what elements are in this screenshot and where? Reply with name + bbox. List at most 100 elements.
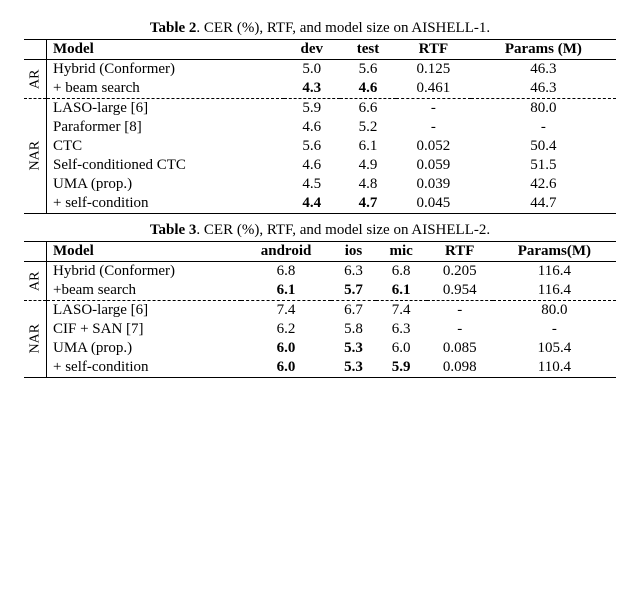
cell-ios: 5.7 — [331, 281, 375, 301]
table-3-caption-text: . CER (%), RTF, and model size on AISHEL… — [196, 222, 490, 238]
cell-ios: 5.3 — [331, 339, 375, 358]
cell-test: 4.7 — [340, 194, 396, 213]
table-row: UMA (prop.) 4.5 4.8 0.039 42.6 — [24, 175, 616, 194]
cell-rtf: 0.205 — [427, 262, 493, 282]
cell-android: 6.0 — [241, 339, 331, 358]
cell-test: 5.2 — [340, 118, 396, 137]
cell-model: +beam search — [47, 281, 241, 301]
cell-params: 42.6 — [471, 175, 616, 194]
table-3-grid: Model android ios mic RTF Params(M) AR H… — [24, 241, 616, 377]
cell-rtf: 0.098 — [427, 358, 493, 377]
cell-android: 7.4 — [241, 301, 331, 321]
table-row: AR Hybrid (Conformer) 6.8 6.3 6.8 0.205 … — [24, 262, 616, 282]
cell-ios: 5.3 — [331, 358, 375, 377]
col-model: Model — [47, 242, 241, 262]
cell-params: 44.7 — [471, 194, 616, 213]
cell-params: - — [493, 320, 616, 339]
table-row: UMA (prop.) 6.0 5.3 6.0 0.085 105.4 — [24, 339, 616, 358]
cell-model: Paraformer [8] — [47, 118, 284, 137]
cell-model: Hybrid (Conformer) — [47, 60, 284, 80]
cell-rtf: 0.085 — [427, 339, 493, 358]
cell-params: 116.4 — [493, 262, 616, 282]
group-label-ar: AR — [24, 60, 47, 99]
table-row: CIF + SAN [7] 6.2 5.8 6.3 - - — [24, 320, 616, 339]
cell-dev: 4.3 — [284, 79, 340, 99]
cell-params: 110.4 — [493, 358, 616, 377]
cell-ios: 6.7 — [331, 301, 375, 321]
cell-rtf: - — [427, 301, 493, 321]
col-model: Model — [47, 40, 284, 60]
cell-dev: 4.6 — [284, 156, 340, 175]
cell-android: 6.1 — [241, 281, 331, 301]
col-dev: dev — [284, 40, 340, 60]
cell-mic: 6.3 — [376, 320, 427, 339]
cell-model: + beam search — [47, 79, 284, 99]
cell-model: Hybrid (Conformer) — [47, 262, 241, 282]
cell-model: Self-conditioned CTC — [47, 156, 284, 175]
cell-rtf: - — [396, 118, 471, 137]
table-2-bottom-rule — [24, 213, 616, 214]
cell-params: 80.0 — [471, 99, 616, 119]
cell-test: 6.6 — [340, 99, 396, 119]
cell-params: - — [471, 118, 616, 137]
cell-dev: 5.6 — [284, 137, 340, 156]
cell-model: CIF + SAN [7] — [47, 320, 241, 339]
cell-test: 4.9 — [340, 156, 396, 175]
cell-test: 6.1 — [340, 137, 396, 156]
cell-rtf: 0.039 — [396, 175, 471, 194]
cell-rtf: 0.045 — [396, 194, 471, 213]
table-row: + beam search 4.3 4.6 0.461 46.3 — [24, 79, 616, 99]
cell-model: LASO-large [6] — [47, 99, 284, 119]
cell-dev: 4.6 — [284, 118, 340, 137]
cell-rtf: 0.461 — [396, 79, 471, 99]
cell-ios: 5.8 — [331, 320, 375, 339]
group-label-nar: NAR — [24, 301, 47, 378]
cell-model: CTC — [47, 137, 284, 156]
table-3-header-row: Model android ios mic RTF Params(M) — [24, 242, 616, 262]
cell-model: LASO-large [6] — [47, 301, 241, 321]
cell-dev: 5.0 — [284, 60, 340, 80]
group-label-ar: AR — [24, 262, 47, 301]
cell-mic: 5.9 — [376, 358, 427, 377]
cell-rtf: 0.059 — [396, 156, 471, 175]
cell-mic: 6.8 — [376, 262, 427, 282]
cell-test: 5.6 — [340, 60, 396, 80]
table-2-grid: Model dev test RTF Params (M) AR Hybrid … — [24, 39, 616, 213]
col-ios: ios — [331, 242, 375, 262]
cell-params: 116.4 — [493, 281, 616, 301]
cell-rtf: 0.052 — [396, 137, 471, 156]
group-label-nar: NAR — [24, 99, 47, 214]
cell-rtf: 0.125 — [396, 60, 471, 80]
cell-model: UMA (prop.) — [47, 339, 241, 358]
cell-dev: 4.5 — [284, 175, 340, 194]
cell-model: UMA (prop.) — [47, 175, 284, 194]
cell-android: 6.2 — [241, 320, 331, 339]
table-2-caption-label: Table 2 — [150, 20, 197, 36]
table-2-caption: Table 2. CER (%), RTF, and model size on… — [24, 20, 616, 37]
cell-dev: 5.9 — [284, 99, 340, 119]
cell-rtf: 0.954 — [427, 281, 493, 301]
table-row: AR Hybrid (Conformer) 5.0 5.6 0.125 46.3 — [24, 60, 616, 80]
col-mic: mic — [376, 242, 427, 262]
cell-rtf: - — [396, 99, 471, 119]
cell-dev: 4.4 — [284, 194, 340, 213]
cell-params: 80.0 — [493, 301, 616, 321]
cell-model: + self-condition — [47, 194, 284, 213]
cell-mic: 6.0 — [376, 339, 427, 358]
col-test: test — [340, 40, 396, 60]
col-params: Params(M) — [493, 242, 616, 262]
table-row: Self-conditioned CTC 4.6 4.9 0.059 51.5 — [24, 156, 616, 175]
cell-mic: 6.1 — [376, 281, 427, 301]
col-android: android — [241, 242, 331, 262]
table-row: NAR LASO-large [6] 7.4 6.7 7.4 - 80.0 — [24, 301, 616, 321]
table-2-header-row: Model dev test RTF Params (M) — [24, 40, 616, 60]
cell-params: 46.3 — [471, 60, 616, 80]
table-3: Table 3. CER (%), RTF, and model size on… — [24, 222, 616, 378]
table-3-caption-label: Table 3 — [150, 222, 197, 238]
col-rtf: RTF — [427, 242, 493, 262]
cell-test: 4.6 — [340, 79, 396, 99]
table-2-caption-text: . CER (%), RTF, and model size on AISHEL… — [196, 20, 490, 36]
table-row: + self-condition 4.4 4.7 0.045 44.7 — [24, 194, 616, 213]
table-row: Paraformer [8] 4.6 5.2 - - — [24, 118, 616, 137]
cell-android: 6.0 — [241, 358, 331, 377]
